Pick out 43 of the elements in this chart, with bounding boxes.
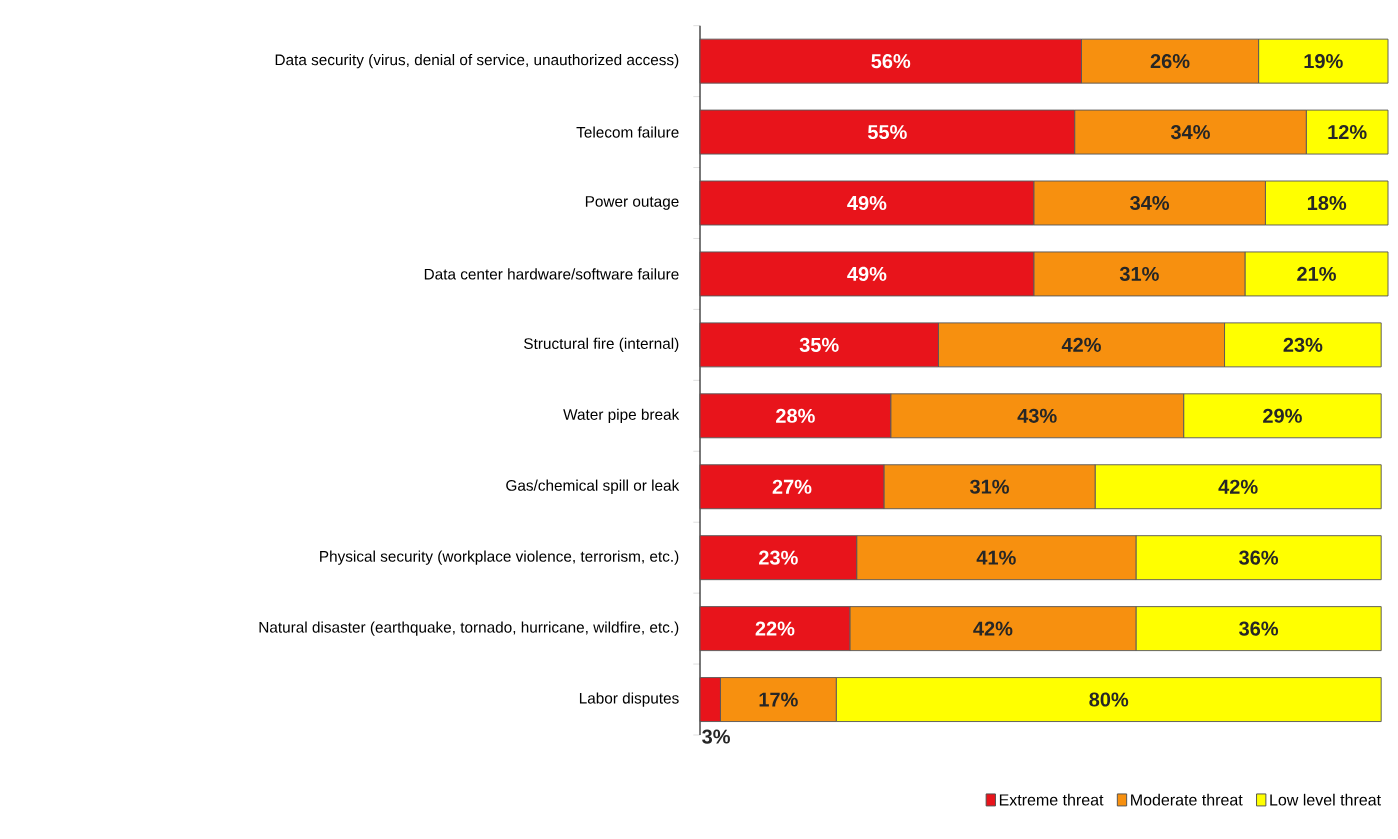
legend-label: Low level threat [1270,793,1381,806]
data-label: 27% [772,479,812,494]
data-label: 28% [776,408,815,423]
data-label: 55% [867,125,907,140]
data-label: 34% [1170,124,1210,140]
data-label: 56% [871,54,911,69]
y-tick-label: Telecom failure [576,126,679,138]
y-tick-label: Data center hardware/software failure [424,268,679,280]
y-tick-label: Water pipe break [563,408,680,423]
data-label: 31% [1119,266,1159,282]
data-label: 42% [973,621,1013,636]
data-label: 49% [847,266,887,281]
data-label: 3% [702,729,730,744]
data-label: 19% [1304,54,1343,69]
data-label: 36% [1239,550,1279,565]
data-label: 35% [799,337,839,352]
data-label: 23% [1283,337,1323,352]
data-label: 22% [755,621,795,636]
data-label: 43% [1017,408,1057,423]
legend-label: Extreme threat [999,793,1104,806]
data-label: 34% [1130,195,1170,211]
data-label: 31% [969,479,1009,494]
y-tick-label: Labor disputes [579,692,679,707]
data-label: 18% [1307,195,1347,211]
data-label: 26% [1150,54,1190,69]
data-label: 21% [1297,266,1336,281]
y-tick-label: Data security (virus, denial of service, unauthorized access) [275,54,679,69]
y-tick-label: Natural disaster (earthquake, tornado, hurricane, wildfire, etc.) [259,621,679,636]
y-tick-label: Power outage [585,196,679,210]
y-tick-label: Gas/chemical spill or leak [506,479,680,494]
data-label: 17% [759,692,798,707]
data-label: 12% [1328,125,1367,140]
y-tick-label: Physical security (workplace violence, terrorism, etc.) [320,550,679,565]
data-label: 49% [847,195,887,211]
data-label: 36% [1239,621,1279,636]
data-label: 29% [1263,408,1302,423]
data-label: 42% [1061,337,1101,352]
data-label: 42% [1218,479,1258,494]
data-label: 41% [976,550,1016,565]
legend-label: Moderate threat [1131,793,1243,806]
data-label: 80% [1089,692,1129,707]
data-label: 23% [759,550,798,565]
y-tick-label: Structural fire (internal) [524,337,679,353]
